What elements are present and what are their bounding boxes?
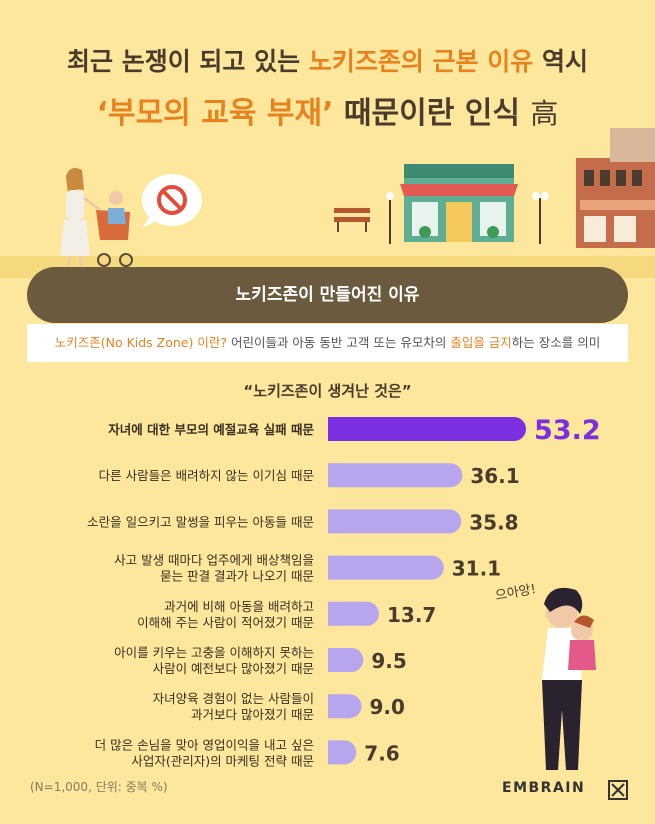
bar-edge-6 (328, 648, 340, 672)
mother-with-stroller-illustration (60, 168, 133, 269)
value-label-8: 7.6 (364, 741, 399, 765)
value-label-2: 36.1 (470, 464, 519, 488)
category-label-1-1: 자녀에 대한 부모의 예절교육 실패 때문 (108, 422, 314, 437)
category-label-3-1: 소란을 일으키고 말썽을 피우는 아동들 때문 (87, 514, 314, 529)
woman-with-child-illustration: 으아앙! (494, 582, 596, 770)
value-label-5: 13.7 (387, 603, 436, 627)
headline-highlight-1: 노키즈존의 근본 이유 (308, 47, 534, 76)
value-label-4: 31.1 (452, 557, 501, 581)
section-banner: 노키즈존이 만들어진 이유 (27, 267, 628, 323)
chart-title: “노키즈존이 생겨난 것은” (243, 382, 412, 400)
category-label-4-2: 묻는 판결 결과가 나오기 때문 (160, 569, 314, 584)
value-label-7: 9.0 (369, 695, 404, 719)
value-label-6: 9.5 (371, 649, 406, 673)
crying-exclamation: 으아앙! (494, 582, 537, 604)
bar-2 (328, 463, 463, 488)
bar-edge-8 (328, 740, 340, 765)
brand-logo-icon (608, 780, 628, 800)
category-label-5-1: 과거에 비해 아동을 배려하고 (164, 599, 314, 614)
headline-line-2: ‘부모의 교육 부재’ 때문이란 인식 高 (96, 96, 559, 131)
headline-highlight-2: ‘부모의 교육 부재’ (96, 96, 334, 131)
category-label-8-1: 더 많은 손님을 맞아 영업이익을 내고 싶은 (95, 737, 314, 752)
bar-edge-1 (328, 417, 340, 441)
definition-highlight: 출입을 금지 (450, 335, 512, 350)
category-label-7-2: 과거보다 많아졌기 때문 (191, 707, 314, 722)
category-label-8-2: 사업자(관리자)의 마케팅 전략 때문 (131, 753, 314, 768)
brand-logo-text: EMBRAIN (502, 780, 586, 796)
street-lamp-illustration (386, 192, 549, 244)
bar-edge-5 (328, 601, 340, 626)
bar-5 (328, 601, 379, 626)
category-label-7-1: 자녀양육 경험이 없는 사람들이 (153, 691, 314, 706)
bench-illustration (334, 208, 370, 232)
category-label-6-1: 아이를 키우는 고충을 이해하지 못하는 (114, 645, 314, 660)
no-entry-icon (142, 174, 202, 228)
bar-edge-3 (328, 509, 340, 534)
bar-edge-2 (328, 463, 340, 488)
headline-line-1: 최근 논쟁이 되고 있는 노키즈존의 근본 이유 역시 (67, 47, 588, 76)
bar-edge-7 (328, 694, 340, 719)
shop-building-illustration (400, 164, 518, 242)
value-label-3: 35.8 (469, 510, 518, 534)
cafe-building-illustration (576, 128, 655, 248)
headline-badge: 高 (530, 97, 559, 130)
street-scene-illustration (0, 128, 655, 278)
bar-1 (328, 417, 526, 441)
definition-box: 노키즈존(No Kids Zone) 이란? 어린이들과 아동 동반 고객 또는… (27, 324, 628, 362)
category-label-6-2: 사람이 예전보다 많아졌기 때문 (153, 661, 314, 676)
definition-term: 노키즈존(No Kids Zone) 이란? (54, 335, 227, 350)
category-label-5-2: 이해해 주는 사람이 적어졌기 때문 (137, 615, 314, 630)
bar-4 (328, 555, 444, 580)
category-label-4-1: 사고 발생 때마다 업주에게 배상책임을 (114, 553, 314, 568)
value-label-1: 53.2 (534, 415, 601, 446)
bar-chart: 53.2 자녀에 대한 부모의 예절교육 실패 때문 36.1 다른 사람들은 배려하… (87, 415, 601, 768)
category-label-2-1: 다른 사람들은 배려하지 않는 이기심 때문 (99, 468, 314, 483)
chart-footnote: (N=1,000, 단위: 중복 %) (30, 780, 168, 794)
bar-3 (328, 509, 462, 534)
bar-edge-4 (328, 555, 340, 580)
